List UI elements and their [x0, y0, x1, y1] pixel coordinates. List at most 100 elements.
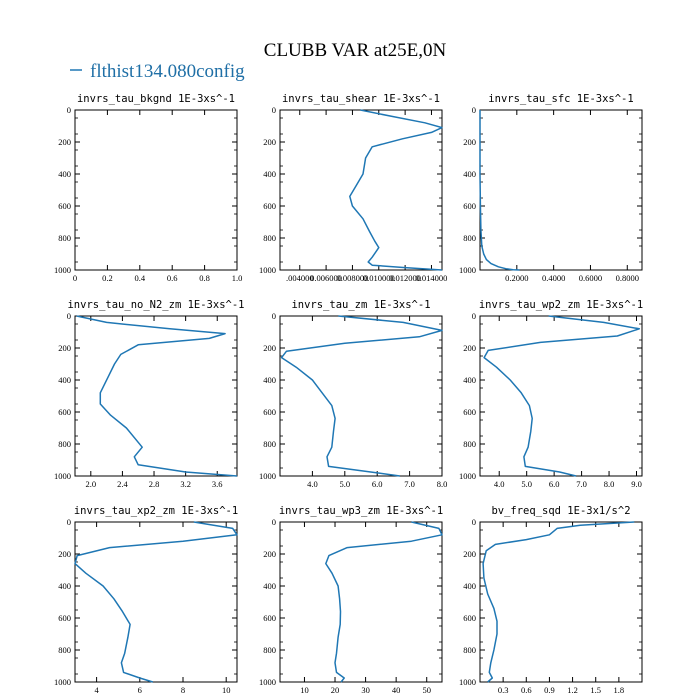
x-tick-label: 0.008000 [337, 273, 369, 283]
x-tick-label: 0 [73, 273, 77, 283]
y-tick-label: 0 [472, 105, 476, 115]
x-tick-label: 0.014000 [416, 273, 448, 283]
x-tick-label: 0.4 [134, 273, 145, 283]
series-line [76, 315, 238, 477]
panel-title: invrs_tau_xp2_zm 1E-3xs^-1 [74, 505, 238, 517]
y-tick-label: 1000 [259, 677, 276, 687]
y-tick-label: 1000 [459, 471, 476, 481]
y-tick-label: 800 [263, 645, 276, 655]
y-tick-label: 600 [58, 201, 71, 211]
panel-7: invrs_tau_xp2_zm 1E-3xs^-10 200 400 600 800 1… [54, 505, 238, 695]
y-tick-label: 0 [472, 311, 476, 321]
panel-frame [279, 315, 443, 477]
panel-frame [279, 109, 443, 271]
series-line [479, 110, 520, 271]
panel-1: invrs_tau_bkgnd 1E-3xs^-1 0 200 400 600 800 10… [54, 93, 242, 283]
x-tick-label: 0.012000 [389, 273, 421, 283]
series-line [325, 521, 443, 683]
y-tick-label: 1000 [259, 471, 276, 481]
panel-title: invrs_tau_wp3_zm 1E-3xs^-1 [279, 505, 443, 517]
y-tick-label: 200 [58, 137, 71, 147]
series-line [74, 521, 238, 683]
y-tick-label: 1000 [459, 265, 476, 275]
y-tick-label: 600 [263, 407, 276, 417]
y-tick-label: 600 [263, 613, 276, 623]
legend-label: flthist134.080config [90, 61, 245, 82]
panel-8: invrs_tau_wp3_zm 1E-3xs^-10 200 400 600 800 1… [259, 505, 443, 695]
x-tick-label: 8.0 [437, 479, 448, 489]
y-tick-label: 0 [272, 105, 276, 115]
panel-9: bv_freq_sqd 1E-3x1/s^2 0 200 400 600 800 1000 0… [459, 505, 643, 695]
panel-frame [479, 109, 643, 271]
y-tick-label: 0 [472, 517, 476, 527]
y-tick-label: 400 [463, 169, 476, 179]
y-tick-label: 200 [463, 137, 476, 147]
y-tick-label: 200 [263, 137, 276, 147]
panel-grid: invrs_tau_bkgnd 1E-3xs^-1020040060080010… [54, 93, 643, 695]
x-tick-label: 2.0 [85, 479, 96, 489]
panel-title: invrs_tau_no_N2_zm 1E-3xs^-1 [67, 299, 244, 311]
x-tick-label: 7.0 [404, 479, 415, 489]
panel-frame [479, 315, 643, 477]
y-tick-label: 1000 [459, 677, 476, 687]
y-tick-label: 800 [263, 439, 276, 449]
y-tick-label: 800 [463, 439, 476, 449]
y-tick-label: 400 [58, 581, 71, 591]
panel-title: invrs_tau_wp2_zm 1E-3xs^-1 [479, 299, 643, 311]
x-tick-label: 0.2 [102, 273, 113, 283]
x-tick-label: 5.0 [339, 479, 350, 489]
series-line [349, 109, 443, 271]
panel-frame [479, 521, 643, 683]
x-tick-label: 2.8 [149, 479, 160, 489]
x-tick-label: 0.006000 [310, 273, 342, 283]
x-tick-label: 0.010000 [363, 273, 395, 283]
panel-4: invrs_tau_no_N2_zm 1E-3xs^-10 200 400 600 80… [54, 299, 245, 489]
x-tick-label: 0.8000 [616, 273, 639, 283]
x-tick-label: 10 [222, 685, 231, 695]
y-tick-label: 200 [463, 343, 476, 353]
panel-2: invrs_tau_shear 1E-3xs^-1 0 200 400 600 800 10… [259, 93, 447, 283]
y-tick-label: 0 [67, 311, 71, 321]
x-tick-label: 3.2 [180, 479, 191, 489]
y-tick-label: 800 [58, 645, 71, 655]
panel-title: invrs_tau_zm 1E-3xs^-1 [291, 299, 430, 311]
x-tick-label: 5.0 [521, 479, 532, 489]
figure-title: CLUBB VAR at25E,0N [264, 40, 447, 61]
panel-title: invrs_tau_sfc 1E-3xs^-1 [488, 93, 633, 105]
panel-frame [74, 109, 238, 271]
x-tick-label: 0.4000 [542, 273, 565, 283]
x-tick-label: 0.2000 [505, 273, 528, 283]
x-tick-label: 0.9 [544, 685, 555, 695]
x-tick-label: 1.2 [567, 685, 578, 695]
x-tick-label: 3.6 [212, 479, 223, 489]
y-tick-label: 800 [463, 645, 476, 655]
x-tick-label: 1.0 [232, 273, 243, 283]
y-tick-label: 600 [463, 407, 476, 417]
y-tick-label: 200 [263, 549, 276, 559]
y-tick-label: 400 [58, 375, 71, 385]
x-tick-label: 0.6000 [579, 273, 602, 283]
panel-frame [279, 521, 443, 683]
x-tick-label: 50 [422, 685, 431, 695]
series-line [483, 315, 641, 477]
x-tick-label: 0.3 [498, 685, 509, 695]
x-tick-label: 4 [94, 685, 99, 695]
y-tick-label: 800 [58, 439, 71, 449]
x-tick-label: 0.6 [167, 273, 178, 283]
y-tick-label: 200 [463, 549, 476, 559]
x-tick-label: 7.0 [576, 479, 587, 489]
x-tick-label: 1.8 [614, 685, 625, 695]
panel-frame [74, 521, 238, 683]
x-tick-label: 20 [331, 685, 340, 695]
x-tick-label: 8 [181, 685, 185, 695]
x-tick-label: 6.0 [372, 479, 383, 489]
y-tick-label: 1000 [54, 677, 71, 687]
x-tick-label: 4.0 [307, 479, 318, 489]
panel-3: invrs_tau_sfc 1E-3xs^-1 0 200 400 600 800 1000… [459, 93, 643, 283]
x-tick-label: 6 [138, 685, 142, 695]
y-tick-label: 0 [272, 517, 276, 527]
legend: flthist134.080config [70, 61, 245, 82]
x-tick-label: 4.0 [494, 479, 505, 489]
y-tick-label: 0 [272, 311, 276, 321]
y-tick-label: 400 [463, 375, 476, 385]
